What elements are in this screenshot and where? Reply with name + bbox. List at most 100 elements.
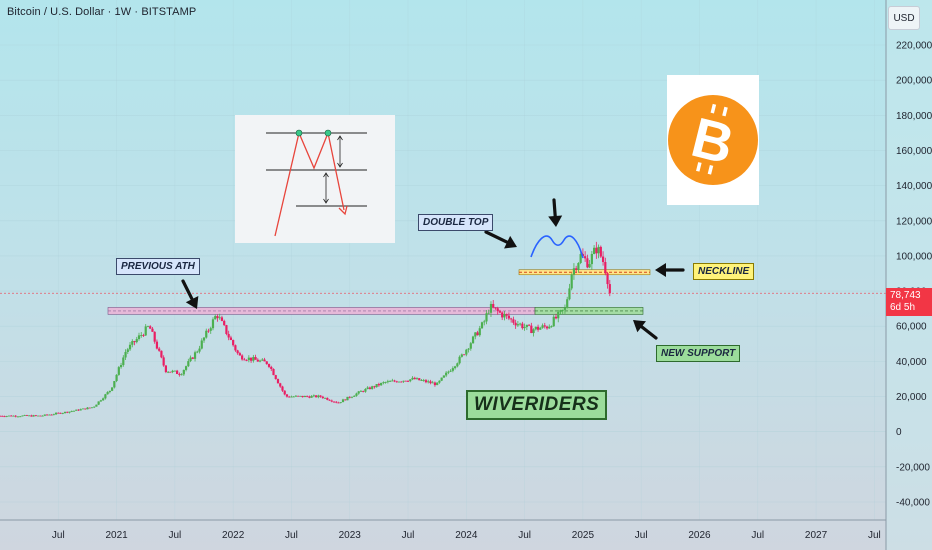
candle-body [341, 399, 345, 403]
candle-body [274, 375, 277, 380]
y-tick-label: 40,000 [896, 357, 927, 368]
candlesticks [0, 241, 611, 418]
candle-body [202, 337, 206, 341]
candle-body [601, 256, 605, 263]
candle-body [335, 401, 338, 403]
candle-body [460, 354, 463, 357]
diagram-arrowhead [338, 205, 348, 216]
candle-body [1, 415, 4, 417]
candle-body [471, 336, 475, 344]
new-support-label: NEW SUPPORT [656, 345, 741, 362]
candle-body [276, 379, 280, 384]
candle-body [395, 381, 398, 383]
candle-body [158, 348, 161, 351]
candle-body [411, 377, 414, 380]
candle-body [178, 373, 181, 375]
candle-body [75, 409, 78, 411]
candle-body [344, 399, 347, 401]
candle-body [319, 395, 322, 397]
candle-body [368, 387, 372, 390]
candle-body [234, 345, 237, 351]
candle-body [308, 396, 311, 398]
candle-body [418, 378, 421, 381]
logo-bar [722, 106, 728, 117]
price-axis-panel[interactable] [886, 0, 932, 550]
candle-body [279, 383, 282, 387]
logo-bar [696, 162, 702, 172]
diagram-price-path [274, 130, 345, 237]
candle-body [61, 413, 64, 414]
candle-body [462, 354, 466, 356]
logo-bar [707, 164, 714, 175]
candle-body [422, 380, 425, 381]
candle-body [207, 330, 210, 332]
candle-body [388, 381, 392, 382]
y-tick-label: 120,000 [896, 216, 932, 227]
candle-body [505, 314, 508, 316]
candle-body [353, 395, 356, 397]
candle-body [454, 366, 457, 369]
candle-body [552, 316, 555, 327]
candle-body [70, 411, 73, 413]
brand-watermark: WIVERIDERS [466, 390, 608, 420]
symbol-title: Bitcoin / U.S. Dollar · 1W · BITSTAMP [7, 6, 197, 18]
y-tick-label: -20,000 [896, 462, 930, 473]
candle-body [534, 326, 537, 330]
bitcoin-logo-icon: B [667, 75, 759, 205]
candle-body [3, 416, 6, 418]
level-zones [107, 269, 651, 315]
arrow-head [548, 215, 563, 227]
candle-body [200, 340, 203, 349]
candle-body [19, 416, 22, 418]
candle-body [424, 380, 428, 383]
candle-body [14, 415, 17, 417]
candle-body [315, 395, 318, 398]
neckline-label: NECKLINE [693, 263, 755, 280]
candle-body [532, 329, 535, 334]
candle-body [554, 316, 558, 319]
arrow-head [504, 235, 517, 249]
candle-body [606, 273, 609, 285]
candle-body [7, 415, 11, 417]
candle-body [84, 408, 87, 410]
candle-body [110, 387, 114, 391]
diagram-peak-dot [324, 129, 332, 137]
candle-body [330, 400, 333, 402]
x-tick-label: 2021 [105, 530, 128, 541]
y-tick-label: -40,000 [896, 498, 930, 509]
double-top-arrow-icon [484, 230, 517, 249]
candle-body [294, 395, 298, 397]
candle-body [169, 371, 172, 373]
bar-countdown: 6d 5h [890, 302, 916, 313]
candle-body [530, 325, 533, 334]
candle-body [323, 397, 327, 399]
currency-button[interactable]: USD [888, 6, 920, 30]
candle-body [575, 268, 578, 270]
candle-body [283, 390, 286, 395]
candle-body [285, 394, 289, 397]
candle-body [12, 415, 15, 417]
candle-body [216, 316, 219, 319]
candle-body [249, 357, 253, 361]
candle-body [328, 399, 331, 401]
candle-body [337, 402, 340, 404]
candle-body [270, 366, 273, 369]
candle-body [445, 372, 448, 376]
previous-ath-arrow-icon [181, 279, 199, 309]
x-tick-label: Jul [635, 530, 648, 541]
candle-body [81, 408, 85, 410]
candle-body [357, 391, 360, 394]
candle-body [548, 326, 551, 329]
candle-body [113, 381, 116, 388]
x-tick-label: Jul [518, 530, 531, 541]
candle-body [380, 382, 383, 386]
candle-body [86, 407, 89, 410]
candle-body [438, 380, 441, 383]
candle-body [104, 394, 107, 399]
candle-body [59, 412, 62, 414]
arrow-head [655, 263, 666, 277]
arrow-head [633, 320, 646, 333]
candle-body [108, 390, 111, 393]
candle-body [543, 325, 546, 327]
